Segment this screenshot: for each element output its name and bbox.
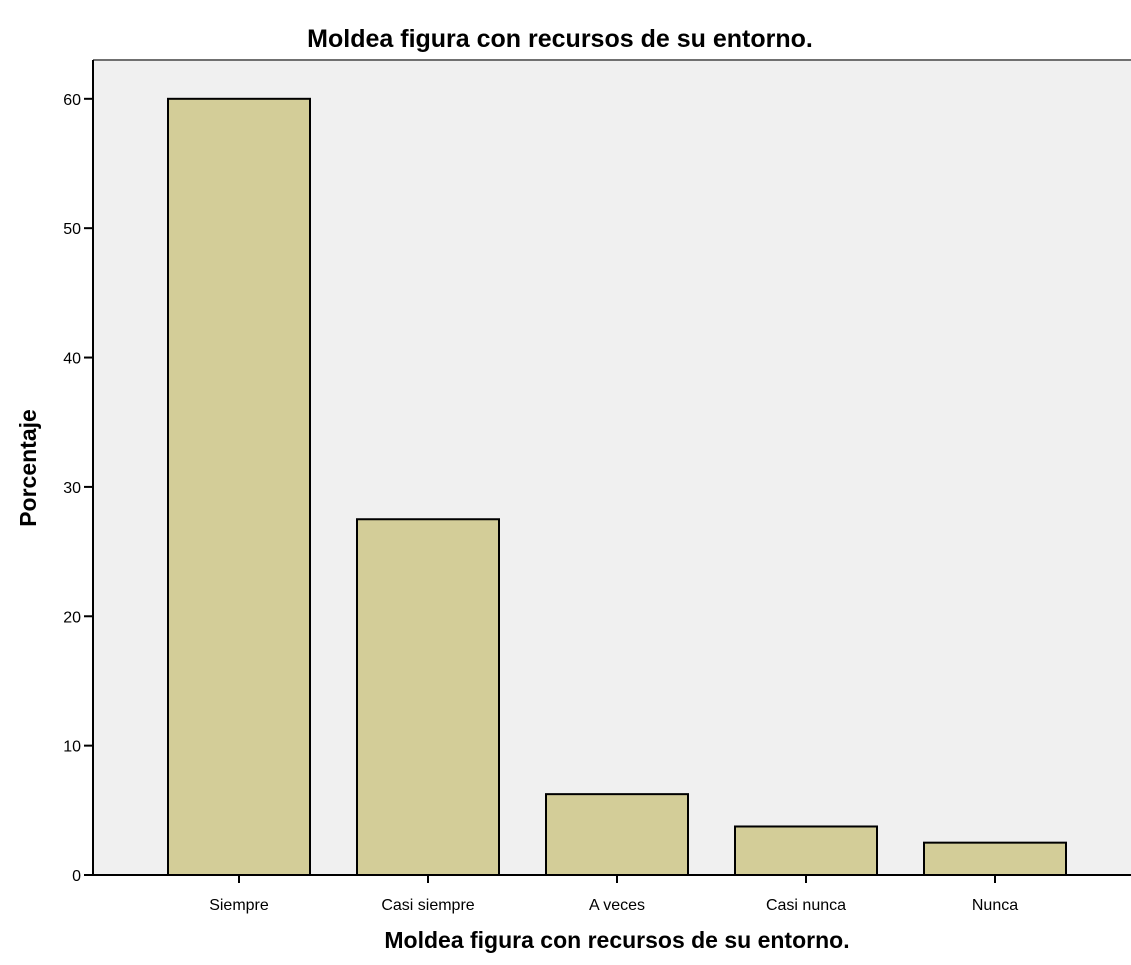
y-tick-label: 10	[63, 739, 81, 756]
x-tick-label: A veces	[589, 897, 645, 914]
bar-casi-nunca	[734, 825, 878, 877]
bar-nunca	[923, 841, 1067, 877]
bar-siempre	[167, 97, 311, 877]
y-tick-label: 60	[63, 92, 81, 109]
x-tick-label: Siempre	[209, 897, 269, 914]
y-tick-label: 30	[63, 480, 81, 497]
y-axis-title: Porcentaje	[15, 409, 41, 527]
y-ticks-layer: 0 10 20 30 40 50 60	[63, 92, 93, 885]
y-tick-label: 20	[63, 609, 81, 626]
y-tick-label: 50	[63, 221, 81, 238]
y-tick-label: 0	[72, 868, 81, 885]
x-axis-title: Moldea figura con recursos de su entorno…	[384, 927, 849, 953]
x-tick-label: Nunca	[972, 897, 1018, 914]
bar-casi-siempre	[356, 518, 500, 876]
bar-a-veces	[545, 793, 689, 877]
x-tick-label: Casi nunca	[766, 897, 846, 914]
chart-title: Moldea figura con recursos de su entorno…	[307, 25, 813, 53]
x-tick-label: Casi siempre	[381, 897, 474, 914]
x-ticks-layer: Siempre Casi siempre A veces Casi nunca Nunc…	[209, 875, 1018, 914]
y-tick-label: 40	[63, 351, 81, 368]
